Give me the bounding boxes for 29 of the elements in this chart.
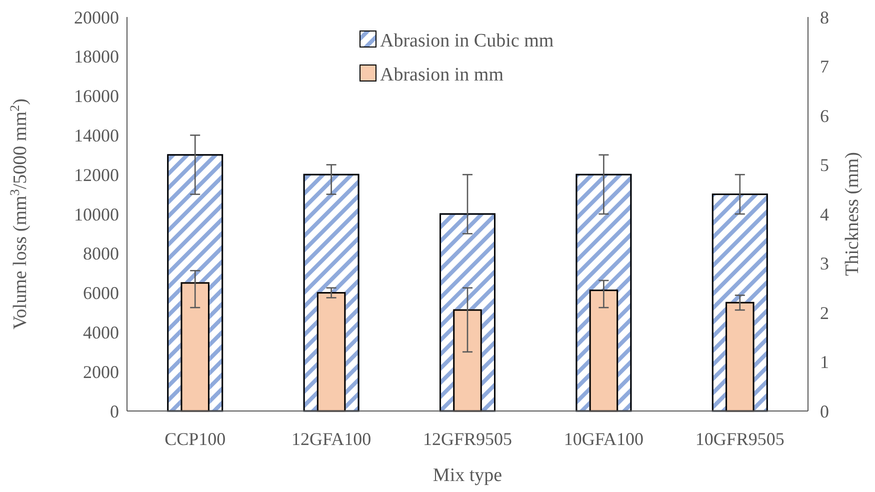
x-tick-label: 12GFR9505 xyxy=(422,429,512,449)
y-tick-label: 20000 xyxy=(74,7,119,28)
y-tick-label: 2000 xyxy=(83,362,119,382)
x-axis-title: Mix type xyxy=(432,465,502,486)
y-tick-label: 16000 xyxy=(74,86,119,106)
legend-label: Abrasion in Cubic mm xyxy=(380,30,554,52)
y-tick-label: 4000 xyxy=(83,322,119,342)
y2-tick-label: 5 xyxy=(820,155,829,176)
y2-tick-label: 7 xyxy=(820,56,829,77)
y2-tick-label: 2 xyxy=(820,302,829,323)
y-tick-label: 18000 xyxy=(74,46,119,67)
y-tick-label: 6000 xyxy=(83,283,119,304)
x-tick-label: 10GFR9505 xyxy=(695,429,784,449)
y2-tick-label: 8 xyxy=(820,7,829,28)
y2-tick-label: 4 xyxy=(820,204,829,224)
y-tick-label: 0 xyxy=(110,401,119,422)
y-tick-label: 8000 xyxy=(83,244,119,264)
y2-axis-title: Thickness (mm) xyxy=(842,152,863,276)
y-tick-label: 12000 xyxy=(74,164,119,185)
y2-tick-label: 6 xyxy=(820,106,829,126)
x-tick-label: 12GFA100 xyxy=(291,429,372,449)
x-tick-label: 10GFA100 xyxy=(564,429,644,449)
y2-tick-label: 0 xyxy=(820,401,829,422)
legend-label: Abrasion in mm xyxy=(380,64,504,86)
y-tick-label: 14000 xyxy=(74,126,119,146)
y-tick-label: 10000 xyxy=(74,204,119,224)
x-tick-label: CCP100 xyxy=(164,429,226,449)
y2-tick-label: 3 xyxy=(820,254,829,274)
y2-tick-label: 1 xyxy=(820,352,829,372)
